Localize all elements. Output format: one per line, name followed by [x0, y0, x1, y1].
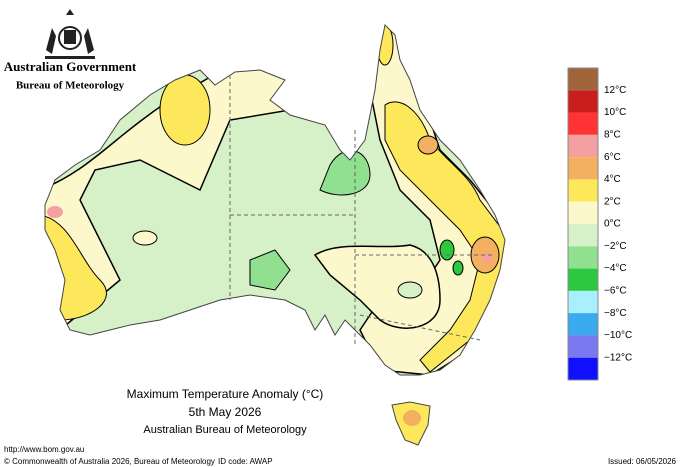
legend-swatch: [568, 157, 598, 180]
coastline: [44, 23, 506, 376]
legend-frame: [567, 67, 599, 381]
legend-swatch: [568, 90, 598, 113]
legend-label: 6°C: [604, 152, 621, 163]
legend-swatch: [568, 313, 598, 336]
footer-url: http://www.bom.gov.au: [4, 445, 84, 454]
legend-label: 4°C: [604, 174, 621, 185]
footer-copyright: © Commonwealth of Australia 2026, Bureau…: [4, 457, 215, 466]
legend-swatch: [568, 201, 598, 224]
legend-label: −6°C: [604, 285, 627, 296]
map-source: Australian Bureau of Meteorology: [143, 424, 307, 436]
legend-swatch: [568, 134, 598, 158]
legend-swatch: [568, 224, 598, 247]
legend-swatch: [568, 335, 598, 358]
legend-label: 0°C: [604, 219, 621, 230]
legend-label: −12°C: [604, 352, 632, 363]
legend-swatch: [568, 268, 598, 291]
legend-swatch: [568, 179, 598, 202]
legend-label: 10°C: [604, 107, 626, 118]
legend-swatch: [568, 290, 598, 314]
footer-issued: Issued: 06/05/2026: [608, 457, 677, 466]
footer-id: ID code: AWAP: [218, 457, 273, 466]
legend-swatch: [568, 357, 598, 380]
mainland: [45, 25, 505, 375]
map-date: 5th May 2026: [189, 405, 262, 419]
tasmania-coast: [391, 401, 431, 446]
state-borders: [229, 75, 495, 345]
crest: [45, 9, 95, 59]
government: Australian Government: [4, 59, 137, 74]
legend-label: 8°C: [604, 129, 621, 140]
legend-label: −8°C: [604, 308, 627, 319]
legend-label: −10°C: [604, 330, 632, 341]
agency: Bureau of Meteorology: [16, 80, 125, 92]
legend-swatch: [568, 246, 598, 269]
legend: 12°C 10°C 8°C 6°C 4°C 2°C 0°C −2°C −4°C −6°C −8°C −…: [567, 67, 632, 381]
legend-label: −4°C: [604, 263, 627, 274]
legend-label: −2°C: [604, 241, 627, 252]
legend-swatch: [568, 112, 598, 135]
legend-label: 2°C: [604, 196, 621, 207]
legend-label: 12°C: [604, 85, 626, 96]
legend-swatch: [568, 68, 598, 91]
map-title: Maximum Temperature Anomaly (°C): [127, 387, 324, 401]
